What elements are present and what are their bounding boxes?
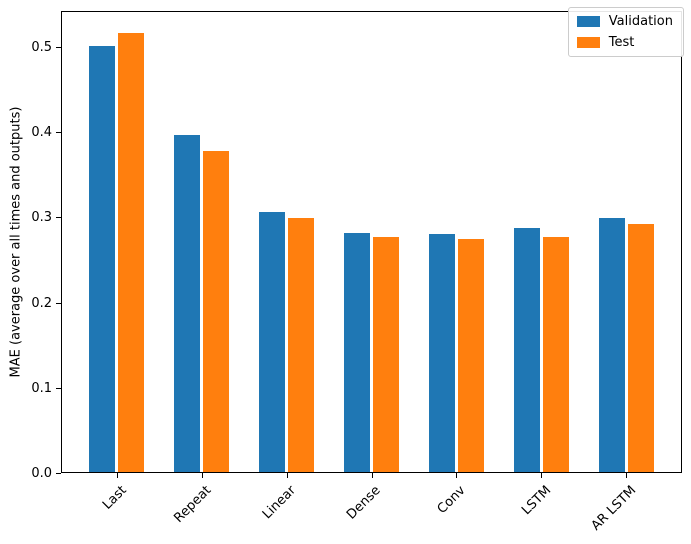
x-tick-label-lstm: LSTM: [518, 483, 555, 519]
legend-swatch-test-icon: [576, 37, 600, 48]
x-tick-mark: [626, 473, 628, 478]
bar-test-dense: [373, 236, 399, 473]
x-tick-mark: [116, 473, 118, 478]
y-tick-label: 0.1: [31, 380, 52, 396]
legend: Validation Test: [567, 7, 684, 57]
y-tick-mark: [56, 302, 61, 304]
bar-test-ar-lstm: [628, 224, 654, 473]
bar-validation-linear: [259, 212, 285, 473]
legend-label-validation: Validation: [608, 14, 673, 29]
x-tick-mark: [371, 473, 373, 478]
bar-test-lstm: [543, 236, 569, 473]
y-tick-label: 0.0: [31, 466, 52, 481]
bar-test-repeat: [203, 150, 229, 473]
x-tick-mark: [286, 473, 288, 478]
legend-item-validation: Validation: [576, 14, 673, 29]
y-tick-label: 0.5: [31, 39, 52, 55]
bar-test-last: [118, 33, 144, 473]
plot-area: [61, 11, 682, 473]
y-tick-mark: [56, 46, 61, 48]
bar-validation-conv: [429, 234, 455, 473]
legend-item-test: Test: [576, 35, 673, 50]
y-tick-mark: [56, 132, 61, 134]
legend-label-test: Test: [608, 35, 635, 50]
x-tick-label-ar-lstm: AR LSTM: [588, 483, 639, 534]
y-tick-label: 0.2: [31, 295, 52, 311]
bar-test-linear: [288, 218, 314, 473]
x-tick-label-last: Last: [99, 483, 130, 513]
bar-validation-last: [89, 45, 115, 473]
y-tick-label: 0.4: [31, 125, 52, 141]
legend-swatch-validation-icon: [576, 16, 600, 27]
y-tick-label: 0.3: [31, 210, 52, 226]
x-tick-label-linear: Linear: [259, 483, 300, 523]
x-tick-label-conv: Conv: [435, 483, 470, 517]
bar-validation-repeat: [174, 135, 200, 473]
y-axis-label: MAE (average over all times and outputs): [8, 106, 24, 378]
bar-validation-ar-lstm: [599, 218, 625, 473]
bar-validation-dense: [344, 233, 370, 473]
x-tick-label-dense: Dense: [344, 483, 385, 523]
bar-validation-lstm: [514, 228, 540, 473]
y-tick-mark: [56, 387, 61, 389]
y-tick-mark: [56, 473, 61, 474]
x-tick-mark: [201, 473, 203, 478]
x-tick-label-repeat: Repeat: [171, 483, 215, 526]
bar-test-conv: [458, 238, 484, 473]
y-tick-mark: [56, 217, 61, 219]
x-tick-mark: [456, 473, 458, 478]
x-tick-mark: [541, 473, 543, 478]
